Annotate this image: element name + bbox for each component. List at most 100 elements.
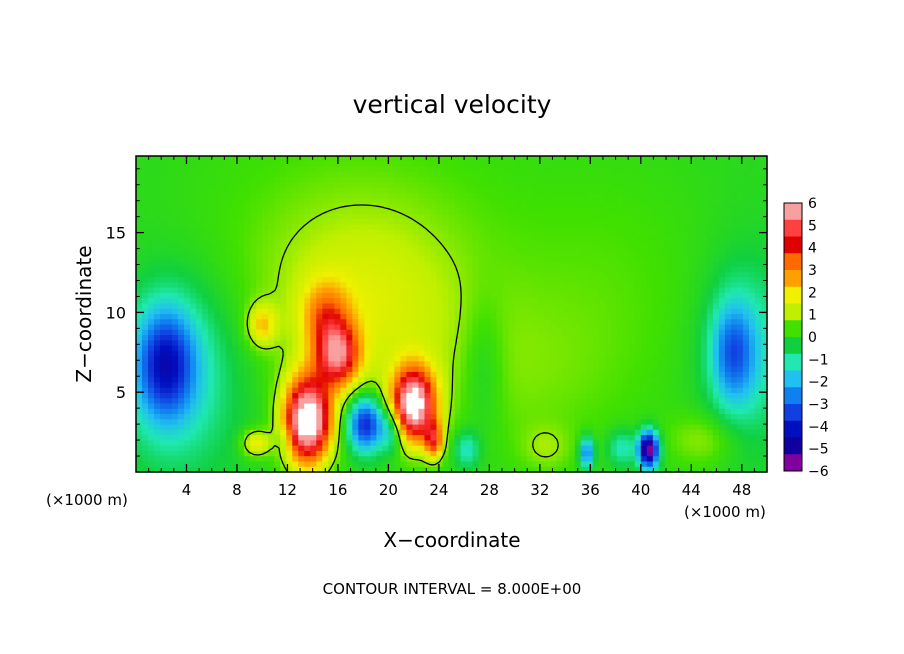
field-cell bbox=[184, 298, 191, 305]
field-cell bbox=[706, 203, 714, 210]
field-cell bbox=[220, 182, 227, 189]
field-cell bbox=[232, 219, 239, 226]
field-cell bbox=[514, 350, 522, 357]
field-cell bbox=[394, 356, 402, 362]
field-cell bbox=[670, 166, 678, 173]
field-cell bbox=[196, 387, 203, 394]
field-cell bbox=[262, 156, 269, 162]
field-cell bbox=[454, 219, 462, 226]
field-cell bbox=[736, 303, 744, 310]
field-cell bbox=[658, 387, 666, 394]
field-cell bbox=[232, 277, 239, 283]
field-cell bbox=[358, 156, 365, 162]
field-cell bbox=[478, 377, 486, 384]
field-cell bbox=[592, 235, 600, 241]
field-cell bbox=[154, 213, 161, 220]
field-cell bbox=[190, 161, 197, 168]
field-cell bbox=[148, 377, 155, 384]
field-cell bbox=[388, 393, 396, 399]
field-cell bbox=[646, 303, 654, 310]
field-cell bbox=[484, 377, 492, 384]
field-cell bbox=[316, 398, 323, 405]
field-cell bbox=[448, 356, 456, 362]
field-cell bbox=[190, 298, 197, 305]
field-cell bbox=[736, 277, 744, 283]
field-cell bbox=[376, 377, 383, 384]
field-cell bbox=[214, 298, 221, 305]
field-cell bbox=[622, 361, 630, 368]
field-cell bbox=[394, 350, 402, 357]
field-cell bbox=[370, 156, 377, 162]
field-cell bbox=[196, 240, 203, 247]
field-cell bbox=[406, 250, 414, 257]
field-cell bbox=[442, 319, 450, 326]
field-cell bbox=[454, 287, 462, 294]
field-cell bbox=[688, 240, 696, 247]
field-cell bbox=[550, 298, 558, 305]
field-cell bbox=[466, 345, 474, 352]
field-cell bbox=[322, 203, 329, 210]
field-cell bbox=[694, 229, 702, 236]
field-cell bbox=[154, 403, 161, 410]
field-cell bbox=[292, 371, 299, 378]
field-cell bbox=[178, 261, 185, 268]
field-cell bbox=[478, 256, 486, 262]
field-cell bbox=[706, 161, 714, 168]
field-cell bbox=[322, 403, 329, 410]
field-cell bbox=[724, 350, 732, 357]
field-cell bbox=[370, 271, 377, 278]
field-cell bbox=[742, 187, 750, 194]
field-cell bbox=[748, 192, 756, 199]
field-cell bbox=[172, 308, 179, 315]
field-cell bbox=[736, 393, 744, 399]
field-cell bbox=[664, 271, 672, 278]
field-cell bbox=[346, 277, 353, 283]
field-cell bbox=[580, 245, 588, 252]
field-cell bbox=[400, 198, 408, 204]
field-cell bbox=[460, 356, 468, 362]
field-cell bbox=[400, 235, 408, 241]
field-cell bbox=[748, 161, 756, 168]
field-cell bbox=[250, 282, 257, 289]
field-cell bbox=[328, 329, 335, 336]
field-cell bbox=[706, 335, 714, 341]
field-cell bbox=[328, 224, 335, 231]
field-cell bbox=[628, 271, 636, 278]
field-cell bbox=[232, 156, 239, 162]
field-cell bbox=[454, 187, 462, 194]
field-cell bbox=[718, 314, 726, 320]
field-cell bbox=[214, 261, 221, 268]
field-cell bbox=[316, 182, 323, 189]
field-cell bbox=[598, 292, 606, 299]
field-cell bbox=[154, 177, 161, 183]
field-cell bbox=[256, 350, 263, 357]
field-cell bbox=[502, 371, 510, 378]
field-cell bbox=[382, 366, 389, 373]
field-cell bbox=[496, 329, 504, 336]
field-cell bbox=[274, 319, 281, 326]
field-cell bbox=[334, 219, 341, 226]
field-cell bbox=[370, 287, 377, 294]
field-cell bbox=[484, 403, 492, 410]
field-cell bbox=[580, 198, 588, 204]
field-cell bbox=[496, 187, 504, 194]
field-cell bbox=[424, 271, 432, 278]
field-cell bbox=[328, 277, 335, 283]
field-cell bbox=[760, 314, 768, 320]
field-cell bbox=[178, 198, 185, 204]
field-cell bbox=[466, 393, 474, 399]
field-cell bbox=[580, 319, 588, 326]
field-cell bbox=[700, 319, 708, 326]
field-cell bbox=[556, 287, 564, 294]
field-cell bbox=[748, 240, 756, 247]
field-cell bbox=[688, 256, 696, 262]
field-cell bbox=[496, 298, 504, 305]
field-cell bbox=[490, 156, 498, 162]
field-cell bbox=[568, 335, 576, 341]
field-cell bbox=[190, 256, 197, 262]
field-cell bbox=[682, 292, 690, 299]
field-cell bbox=[742, 371, 750, 378]
field-cell bbox=[412, 192, 420, 199]
field-cell bbox=[538, 224, 546, 231]
field-cell bbox=[334, 266, 341, 273]
